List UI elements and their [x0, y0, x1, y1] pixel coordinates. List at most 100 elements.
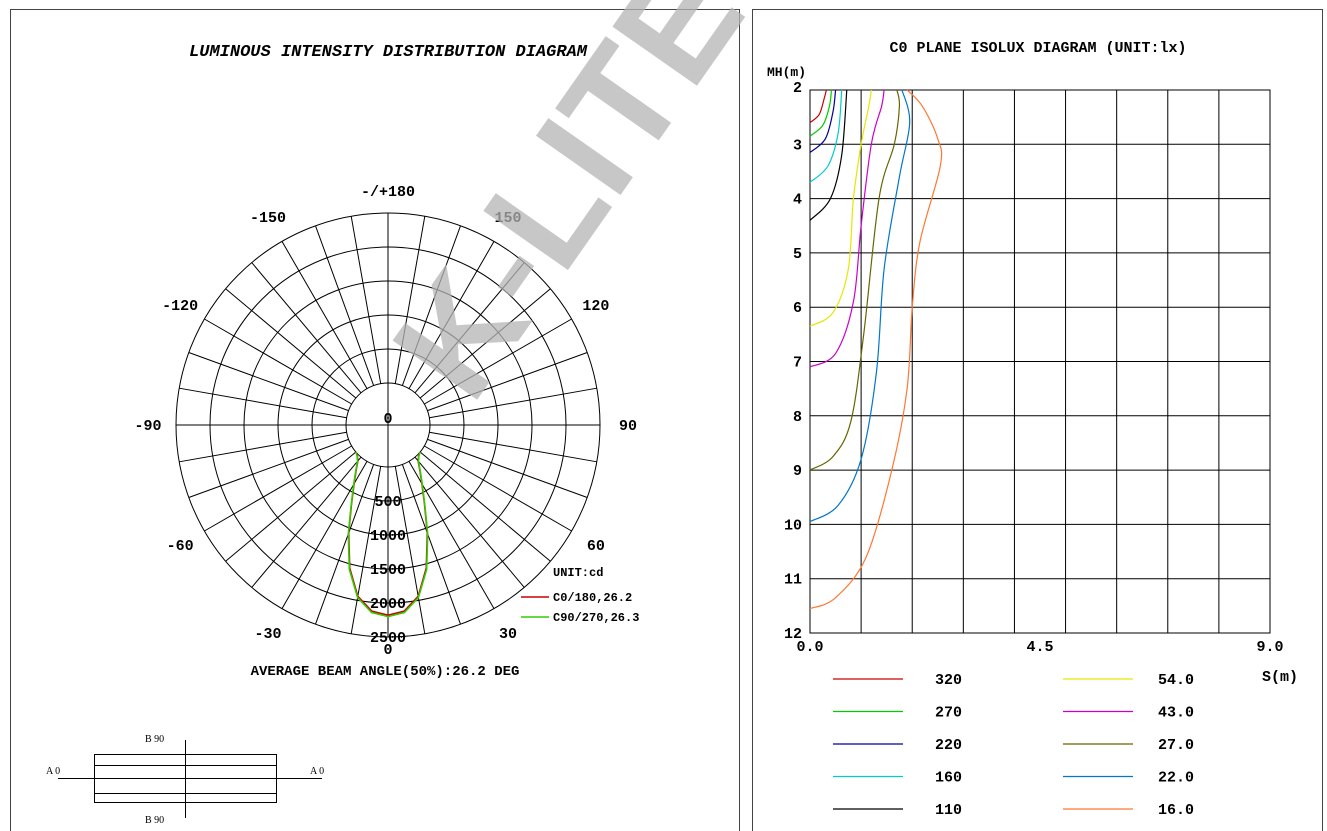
polar-title: LUMINOUS INTENSITY DISTRIBUTION DIAGRAM [189, 43, 588, 62]
isolux-y-tick: 3 [793, 137, 802, 154]
polar-angle-label: 0 [383, 642, 392, 659]
isolux-y-tick: 8 [793, 409, 802, 426]
b90-bottom-label: B 90 [145, 815, 164, 826]
polar-angle-label: 120 [582, 298, 609, 315]
polar-legend-label: C90/270,26.3 [553, 611, 639, 625]
isolux-contour [809, 89, 843, 183]
polar-angle-label: 60 [587, 538, 605, 555]
polar-spoke [204, 445, 352, 532]
isolux-x-tick: 4.5 [1026, 639, 1053, 656]
polar-spoke [427, 438, 588, 498]
isolux-legend-label: 320 [935, 672, 962, 689]
a0-right-label: A 0 [310, 766, 324, 777]
polar-spoke [419, 288, 551, 399]
isolux-y-tick: 5 [793, 246, 802, 263]
right-panel-frame [752, 9, 1323, 831]
isolux-series [809, 89, 943, 610]
polar-spoke [251, 262, 362, 394]
polar-series-curve [347, 451, 429, 618]
isolux-grid [809, 89, 1271, 634]
isolux-contour [809, 89, 833, 137]
polar-angle-label: 150 [494, 210, 521, 227]
polar-spoke [414, 262, 525, 394]
beam-angle-footer: AVERAGE BEAM ANGLE(50%):26.2 DEG [251, 664, 520, 680]
isolux-y-tick: 11 [784, 572, 802, 589]
polar-angle-label: -150 [250, 210, 286, 227]
polar-spoke [204, 318, 352, 405]
isolux-tick-labels: 2 3 4 5 6 7 8 9 10 11 120.0 4.5 9.0 [784, 80, 1284, 656]
polar-angle-label: -90 [134, 418, 161, 435]
b90-top-label: B 90 [145, 734, 164, 745]
luminaire-orientation-sketch: B 90 B 90 A 0 A 0 [46, 734, 324, 826]
polar-spoke [350, 466, 382, 634]
polar-spoke [401, 225, 461, 386]
isolux-legend-label: 22.0 [1158, 770, 1194, 787]
isolux-contour [809, 89, 848, 221]
polar-spoke [424, 445, 572, 532]
polar-spoke [188, 352, 349, 412]
isolux-legend-label: 16.0 [1158, 802, 1194, 819]
polar-spoke [179, 387, 347, 419]
polar-radial-label: 500 [374, 494, 401, 511]
polar-spoke [179, 431, 347, 463]
isolux-contour [809, 89, 837, 153]
polar-spoke [401, 464, 461, 625]
isolux-legend-label: 160 [935, 770, 962, 787]
a0-left-label: A 0 [46, 766, 60, 777]
polar-angle-label: -30 [254, 626, 281, 643]
polar-radial-label: 0 [383, 411, 392, 428]
polar-spoke [315, 225, 375, 386]
isolux-y-tick: 12 [784, 626, 802, 643]
isolux-legend-label: 27.0 [1158, 737, 1194, 754]
isolux-x-tick: 0.0 [796, 639, 823, 656]
isolux-contour [809, 89, 901, 471]
isolux-contour [809, 89, 827, 124]
polar-spoke [350, 216, 382, 384]
polar-spoke [225, 451, 357, 562]
polar-angle-label: 90 [619, 418, 637, 435]
polar-angle-label: 30 [499, 626, 517, 643]
polar-series [347, 451, 429, 618]
polar-spoke [281, 241, 368, 389]
polar-spoke [394, 216, 426, 384]
left-panel-frame [10, 9, 740, 831]
isolux-legend-label: 270 [935, 705, 962, 722]
polar-radial-label: 2000 [370, 596, 406, 613]
polar-spoke [424, 318, 572, 405]
polar-spoke [429, 431, 597, 463]
polar-radial-label: 2500 [370, 630, 406, 647]
polar-spoke [414, 456, 525, 588]
unit-label: UNIT:cd [553, 566, 603, 580]
isolux-legend-label: 220 [935, 737, 962, 754]
polar-grid [175, 212, 601, 638]
y-axis-label: MH(m) [767, 65, 806, 80]
isolux-y-tick: 4 [793, 192, 802, 209]
polar-spoke [427, 352, 588, 412]
polar-spoke [408, 241, 495, 389]
isolux-y-tick: 10 [784, 517, 802, 534]
isolux-contour [809, 89, 911, 523]
polar-angle-label: -60 [167, 538, 194, 555]
watermark: K-LITE [360, 0, 775, 426]
isolux-legend-label: 43.0 [1158, 705, 1194, 722]
polar-spoke [225, 288, 357, 399]
polar-angle-labels: -/+180 150 120 90 60 30 0 -30 -60 -90 -120 -150 [134, 184, 637, 659]
x-axis-label: S(m) [1262, 669, 1298, 686]
isolux-y-tick: 7 [793, 355, 802, 372]
polar-spoke [251, 456, 362, 588]
isolux-x-tick: 9.0 [1256, 639, 1283, 656]
polar-legend-label: C0/180,26.2 [553, 591, 632, 605]
polar-radial-labels: 0 500 1000 1500 2000 2500 [370, 411, 406, 647]
isolux-legend-label: 110 [935, 802, 962, 819]
isolux-contour [809, 89, 885, 368]
polar-legend: UNIT:cd C0/180,26.2 C90/270,26.3 [521, 566, 639, 625]
polar-spoke [394, 466, 426, 634]
isolux-contour [809, 89, 943, 610]
isolux-y-tick: 6 [793, 300, 802, 317]
polar-radial-label: 1500 [370, 562, 406, 579]
isolux-y-tick: 2 [793, 80, 802, 97]
isolux-legend-label: 54.0 [1158, 672, 1194, 689]
polar-spoke [188, 438, 349, 498]
isolux-title: C0 PLANE ISOLUX DIAGRAM (UNIT:lx) [889, 40, 1186, 57]
